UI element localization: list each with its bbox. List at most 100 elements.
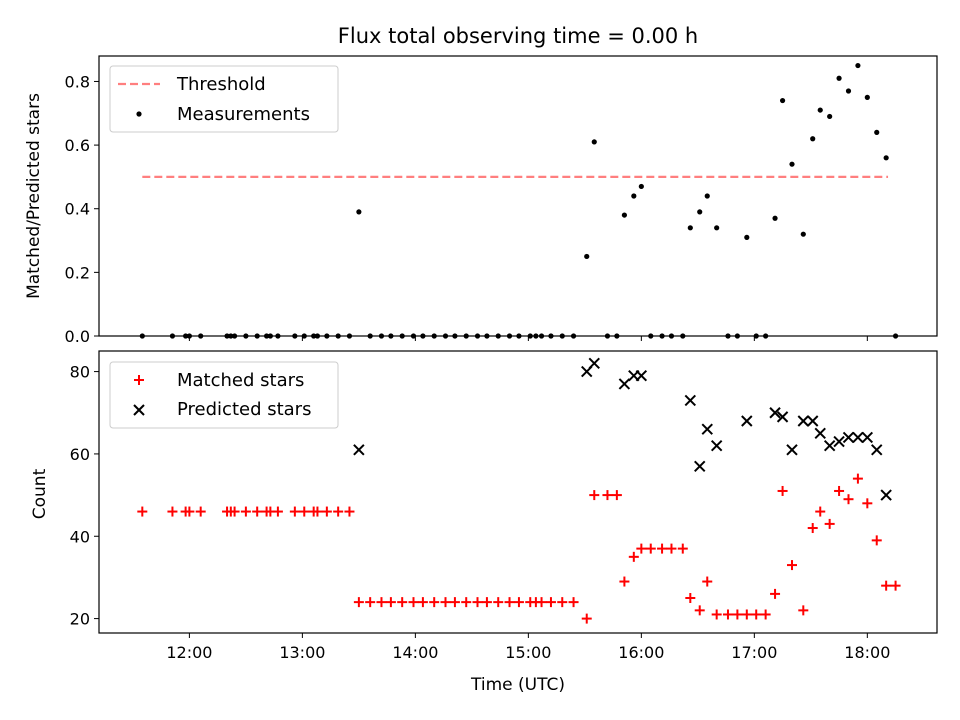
matched-star-point (408, 597, 419, 608)
bottom-xtick-label: 13:00 (279, 643, 325, 662)
legend-bottom: Matched stars Predicted stars (109, 361, 339, 429)
matched-star-point (834, 485, 845, 496)
x-stroke (710, 439, 723, 452)
x-stroke (694, 460, 706, 472)
matched-star-point (628, 551, 639, 562)
bottom-ytick-label: 40 (70, 527, 90, 546)
matched-star-point (557, 597, 568, 608)
matched-star-point (333, 506, 344, 517)
matched-star-point (807, 523, 818, 534)
x-stroke (833, 435, 845, 448)
matched-star-point (568, 597, 579, 608)
x-stroke (786, 444, 798, 456)
matched-star-point (240, 506, 251, 517)
x-stroke (133, 404, 145, 416)
measurement-point (855, 62, 861, 69)
matched-star-point (429, 597, 440, 608)
matched-star-point (677, 543, 688, 554)
predicted-star-point (694, 460, 706, 472)
measurement-point (874, 129, 880, 135)
matched-star-point (184, 506, 195, 517)
matched-star-point (312, 506, 323, 517)
legend-top-frame (109, 65, 339, 133)
matched-star-point (751, 609, 762, 620)
legend-bottom-frame (109, 361, 339, 429)
predicted-star-point (807, 415, 819, 427)
matched-star-point (137, 506, 148, 517)
measurement-point (845, 88, 852, 94)
matched-star-point (619, 576, 630, 587)
chart-title: Flux total observing time = 0.00 h (338, 24, 698, 48)
legend-threshold-label: Threshold (176, 74, 266, 95)
predicted-star-point (871, 444, 883, 456)
bottom-ytick-label: 80 (70, 363, 90, 382)
bottom-xtick-label: 15:00 (505, 643, 551, 662)
measurement-point (356, 209, 362, 215)
legend-predicted-swatch (133, 404, 145, 416)
x-stroke (353, 444, 365, 456)
x-stroke (842, 431, 855, 444)
x-stroke (823, 439, 836, 452)
matched-star-point (229, 506, 240, 517)
bottom-xtick-label: 17:00 (731, 643, 777, 662)
measurement-point (631, 193, 637, 199)
predicted-star-point (776, 411, 789, 423)
matched-star-point (365, 597, 376, 608)
measurement-point (687, 225, 693, 231)
matched-star-point (862, 498, 873, 509)
matched-star-point (417, 597, 428, 608)
x-stroke (807, 415, 819, 427)
axes-frame (98, 350, 938, 634)
matched-star-point (545, 597, 556, 608)
x-stroke (618, 378, 631, 390)
x-stroke (588, 357, 600, 370)
matched-star-point (702, 576, 713, 587)
measurement-point (800, 231, 806, 237)
matched-star-point (461, 597, 472, 608)
x-stroke (861, 431, 874, 444)
x-stroke (769, 407, 781, 419)
matched-star-point (645, 543, 656, 554)
axes-top: 0.0 0.2 0.4 0.6 0.8 (65, 55, 938, 346)
predicted-star-point (833, 435, 845, 448)
x-stroke (684, 394, 697, 407)
matched-star-point (299, 506, 310, 517)
predicted-star-point (823, 439, 836, 452)
measurement-point (864, 94, 870, 100)
matched-star-point (824, 518, 835, 529)
top-ytick-label: 0.8 (65, 72, 90, 91)
top-ytick-label: 0.2 (65, 263, 90, 282)
predicted-star-point (701, 423, 713, 435)
predicted-star-point (353, 444, 365, 456)
top-ytick-label: 0.0 (65, 327, 90, 346)
matched-star-point (440, 597, 451, 608)
matched-star-point (798, 605, 809, 616)
predicted-star-point (588, 357, 600, 370)
matched-star-point (344, 506, 355, 517)
matched-star-point (881, 580, 892, 591)
matched-star-point (777, 485, 788, 496)
x-stroke (814, 427, 826, 440)
matched-star-point (589, 490, 600, 501)
matched-star-point (289, 506, 300, 517)
bottom-ytick-label: 60 (70, 445, 90, 464)
matched-star-point (732, 609, 743, 620)
axes-bottom: 20 40 60 80 12:00 13:00 14:00 15:00 16:00 17:00 18… (70, 350, 938, 662)
bottom-xtick-label: 14:00 (392, 643, 438, 662)
predicted-star-point (684, 394, 697, 407)
matched-star-point (685, 593, 696, 604)
matched-star-point (611, 490, 622, 501)
measurement-point (883, 155, 889, 161)
measurement-point (704, 193, 710, 199)
matched-star-point (741, 609, 752, 620)
matched-star-point (786, 560, 797, 571)
matched-star-point (481, 597, 492, 608)
measurement-point (836, 75, 842, 81)
matched-star-point (890, 580, 901, 591)
matched-star-point (493, 597, 504, 608)
measurement-point (714, 225, 720, 231)
matched-star-point (852, 473, 863, 484)
predicted-star-point (786, 444, 798, 456)
matched-star-point (666, 543, 677, 554)
